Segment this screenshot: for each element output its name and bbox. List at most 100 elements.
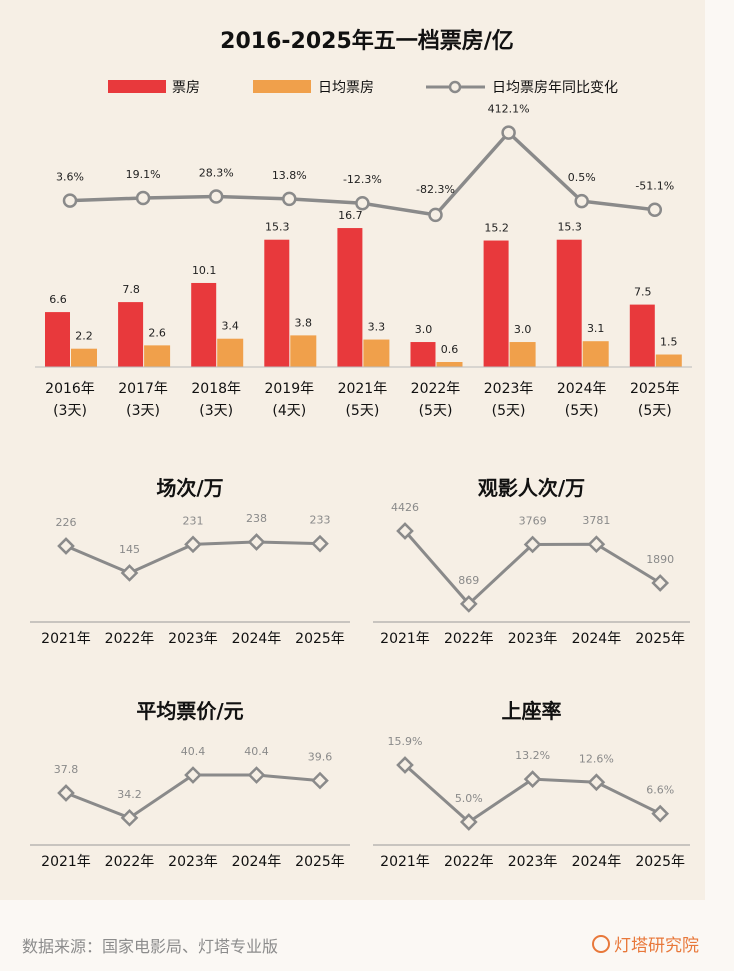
data-label-daily: 3.4 bbox=[221, 320, 239, 333]
point-marker bbox=[523, 770, 542, 788]
data-source: 数据来源：国家电影局、灯塔专业版 bbox=[22, 937, 279, 956]
x-tick-label: 2018年 bbox=[191, 381, 241, 397]
x-tick-label: 2025年 bbox=[635, 631, 685, 647]
x-tick-label-days: (4天) bbox=[272, 403, 306, 419]
bar-daily bbox=[436, 362, 463, 367]
point-yoy bbox=[501, 125, 516, 140]
data-label-daily: 3.1 bbox=[587, 322, 605, 335]
x-tick-label: 2025年 bbox=[630, 381, 680, 397]
data-label-yoy: -51.1% bbox=[635, 180, 674, 193]
bar-box-office bbox=[264, 239, 290, 367]
infographic-panel bbox=[0, 0, 705, 900]
point-marker bbox=[396, 522, 414, 540]
x-tick-label: 2024年 bbox=[572, 631, 622, 647]
data-label: 3781 bbox=[582, 514, 610, 527]
data-label-daily: 3.0 bbox=[514, 323, 532, 336]
point-yoy bbox=[62, 193, 78, 208]
point-yoy bbox=[355, 195, 370, 211]
x-tick-label: 2022年 bbox=[444, 854, 494, 870]
data-label-box-office: 15.3 bbox=[557, 221, 582, 234]
x-tick-label: 2025年 bbox=[295, 854, 345, 870]
bar-box-office bbox=[118, 302, 144, 367]
data-label-box-office: 16.7 bbox=[338, 209, 363, 222]
data-label: 13.2% bbox=[515, 749, 550, 762]
data-label: 4426 bbox=[391, 501, 419, 514]
x-tick-label: 2024年 bbox=[232, 854, 282, 870]
x-tick-label-days: (3天) bbox=[53, 403, 87, 419]
bar-box-office bbox=[45, 312, 70, 367]
bar-box-office bbox=[629, 304, 655, 367]
point-marker bbox=[57, 537, 75, 555]
small-chart-title: 上座率 bbox=[502, 699, 562, 723]
legend-swatch-daily bbox=[253, 80, 311, 93]
x-tick-label: 2023年 bbox=[508, 631, 558, 647]
chart-title: 2016-2025年五一档票房/亿 bbox=[220, 28, 514, 54]
data-label: 39.6 bbox=[308, 751, 333, 764]
x-tick-label: 2021年 bbox=[380, 631, 430, 647]
point-marker bbox=[587, 535, 606, 554]
small-chart-title: 平均票价/元 bbox=[136, 699, 243, 723]
point-yoy bbox=[208, 189, 224, 204]
bar-daily bbox=[144, 345, 171, 367]
data-label: 226 bbox=[56, 516, 77, 529]
bar-daily bbox=[363, 339, 390, 367]
point-yoy bbox=[135, 190, 151, 206]
data-label: 233 bbox=[310, 514, 331, 527]
brand-logo: 灯塔研究院 bbox=[592, 931, 699, 956]
data-label-daily: 0.6 bbox=[441, 343, 459, 356]
x-tick-label-days: (5天) bbox=[345, 403, 379, 419]
data-label-yoy: 19.1% bbox=[126, 168, 161, 181]
data-label: 15.9% bbox=[388, 735, 423, 748]
data-label: 238 bbox=[246, 512, 267, 525]
data-label-yoy: 3.6% bbox=[56, 171, 84, 184]
data-label-yoy: 412.1% bbox=[488, 103, 530, 116]
x-tick-label: 2022年 bbox=[411, 381, 461, 397]
data-label-daily: 2.6 bbox=[148, 326, 166, 339]
x-tick-label: 2024年 bbox=[572, 854, 622, 870]
x-tick-label: 2016年 bbox=[45, 381, 95, 397]
data-label: 1890 bbox=[646, 553, 674, 566]
x-tick-label: 2025年 bbox=[635, 854, 685, 870]
bar-daily bbox=[290, 335, 317, 367]
bar-daily bbox=[509, 342, 536, 367]
data-label: 40.4 bbox=[181, 745, 206, 758]
point-yoy bbox=[574, 193, 589, 209]
legend-label-yoy: 日均票房年同比变化 bbox=[492, 80, 618, 96]
point-yoy bbox=[647, 202, 663, 217]
x-tick-label: 2023年 bbox=[508, 854, 558, 870]
point-marker bbox=[459, 813, 478, 831]
x-tick-label: 2021年 bbox=[380, 854, 430, 870]
data-label-yoy: -12.3% bbox=[343, 173, 382, 186]
x-tick-label-days: (3天) bbox=[126, 403, 160, 419]
point-marker bbox=[184, 535, 202, 554]
x-tick-label-days: (5天) bbox=[419, 403, 453, 419]
bar-box-office bbox=[410, 342, 436, 367]
bar-daily bbox=[655, 354, 682, 367]
bar-daily bbox=[582, 341, 609, 367]
x-tick-label: 2022年 bbox=[444, 631, 494, 647]
bar-daily bbox=[217, 338, 244, 367]
data-label-box-office: 15.2 bbox=[484, 222, 509, 235]
x-tick-label: 2024年 bbox=[557, 381, 607, 397]
bar-daily bbox=[71, 348, 97, 367]
point-marker bbox=[587, 773, 606, 792]
data-label-box-office: 15.3 bbox=[265, 221, 290, 234]
point-marker bbox=[651, 804, 670, 823]
point-marker bbox=[651, 574, 670, 592]
data-label-daily: 3.3 bbox=[368, 321, 386, 334]
data-label-daily: 1.5 bbox=[660, 336, 678, 349]
small-chart-title: 场次/万 bbox=[156, 476, 223, 500]
x-tick-label: 2019年 bbox=[264, 381, 314, 397]
data-label: 34.2 bbox=[117, 788, 142, 801]
data-label: 3769 bbox=[519, 514, 547, 527]
data-label-daily: 3.8 bbox=[295, 316, 313, 329]
point-marker bbox=[523, 535, 542, 554]
point-marker bbox=[120, 564, 139, 582]
data-label: 40.4 bbox=[244, 745, 269, 758]
data-label-yoy: 0.5% bbox=[568, 171, 596, 184]
data-label-box-office: 7.8 bbox=[122, 283, 140, 296]
point-marker bbox=[247, 766, 266, 784]
data-label-box-office: 7.5 bbox=[634, 286, 652, 299]
brand-name: 灯塔研究院 bbox=[614, 936, 699, 956]
data-label: 231 bbox=[183, 514, 204, 527]
